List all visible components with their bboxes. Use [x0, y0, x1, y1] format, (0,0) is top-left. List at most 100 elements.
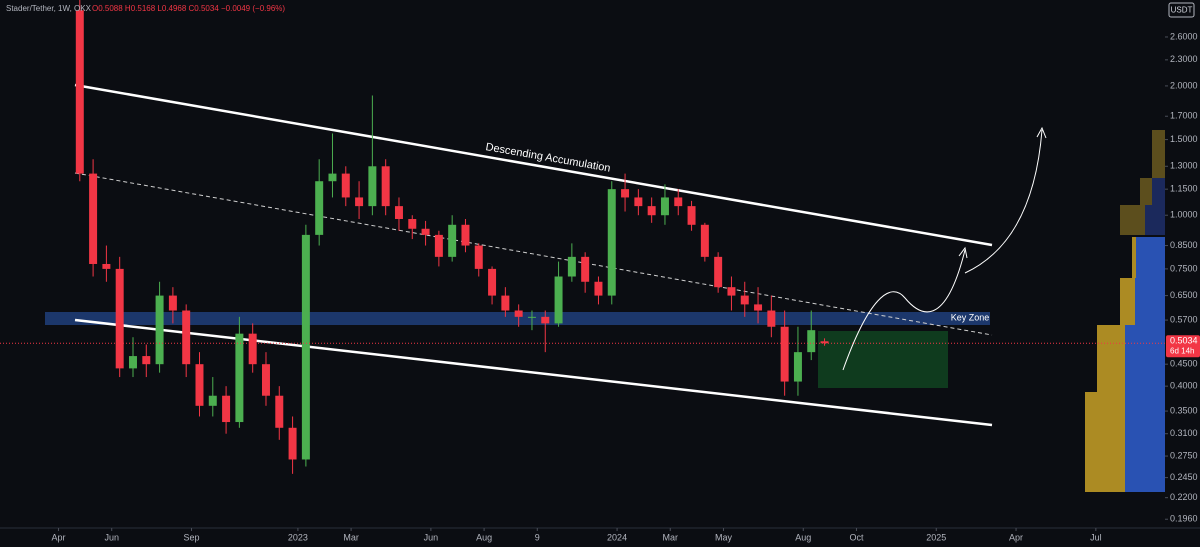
vp-bar [1140, 178, 1152, 205]
candle-body [288, 427, 297, 460]
symbol: Stader/Tether, 1W, OKX [6, 4, 92, 13]
y-tick-label: 0.3100 [1170, 428, 1198, 438]
unit-box [1168, 2, 1195, 18]
arrow-head [1036, 126, 1047, 139]
last-price-box [1166, 335, 1200, 358]
candle-body [807, 330, 816, 353]
y-tick-label: 0.2200 [1170, 492, 1198, 502]
x-tick-label: Aug [476, 532, 492, 542]
candle-body [793, 352, 802, 382]
candle-body [660, 197, 669, 216]
mid-line [74, 172, 993, 336]
candle-body [607, 189, 616, 296]
candle-body [714, 256, 723, 288]
candle-body [621, 189, 630, 198]
candle-body [754, 304, 763, 311]
candle-body [448, 224, 457, 257]
x-tick-label: Mar [343, 532, 359, 542]
vp-bar [1085, 392, 1125, 492]
ohlc: O0.5088 H0.5168 L0.4968 C0.5034 −0.0049 … [92, 4, 285, 13]
candle-body [208, 395, 217, 406]
vp-bar [1152, 178, 1165, 205]
x-tick-label: May [715, 532, 733, 542]
candle-body [75, 10, 84, 174]
countdown: 6d 14h [1170, 346, 1194, 355]
y-axis-bg [1165, 0, 1200, 528]
candle-body [155, 295, 164, 365]
candle-body [514, 310, 523, 317]
candle-body [328, 173, 337, 182]
candle-body [195, 364, 204, 406]
zone-label: Key Zone [951, 312, 990, 322]
vp-bar [1132, 237, 1136, 278]
candle-body [541, 316, 550, 324]
candle-body [594, 281, 603, 296]
candle-body [381, 166, 390, 207]
candle-body [700, 224, 709, 257]
candle-body [674, 197, 683, 207]
x-tick-label: Jul [1090, 532, 1102, 542]
candle-body [129, 356, 137, 369]
x-tick-label: Oct [849, 532, 864, 542]
candle-body [142, 356, 151, 365]
vp-bar [1120, 278, 1135, 325]
vp-bar [1097, 325, 1125, 392]
candle-body [727, 287, 736, 296]
y-tick-label: 1.0000 [1170, 210, 1198, 220]
x-tick-label: Apr [52, 532, 66, 542]
candle-body [341, 173, 350, 198]
y-tick-label: 0.6500 [1170, 290, 1198, 300]
candle-body [315, 181, 324, 235]
x-tick-label: Aug [795, 532, 811, 542]
lower-channel [74, 318, 993, 427]
y-tick-label: 1.3000 [1170, 161, 1198, 171]
y-tick-label: 0.7500 [1170, 263, 1198, 273]
candle-body [248, 333, 257, 365]
candle-body [421, 228, 430, 235]
candle-body [222, 395, 231, 423]
candle-body [261, 364, 270, 396]
y-tick-label: 0.1960 [1170, 514, 1198, 524]
last-price-label: 0.5034 [1170, 336, 1198, 346]
y-tick-label: 0.5700 [1170, 314, 1198, 324]
vp-bar [1145, 205, 1165, 235]
candle-body [488, 268, 497, 296]
candle-body [394, 206, 403, 219]
candle-body [235, 333, 244, 423]
vp-bar [1125, 392, 1165, 492]
candle-body [434, 234, 443, 257]
candle-body [461, 224, 470, 246]
y-tick-label: 0.2750 [1170, 450, 1198, 460]
vp-bar [1120, 205, 1145, 235]
y-tick-label: 1.1500 [1170, 184, 1198, 194]
unit: USDT [1171, 6, 1193, 15]
candle-body [182, 310, 191, 365]
candle-body [501, 295, 510, 311]
projection-arrow [842, 249, 966, 371]
upper-channel [74, 83, 993, 247]
y-tick-label: 2.6000 [1170, 31, 1198, 41]
target-box [818, 331, 948, 388]
x-tick-label: 2024 [607, 532, 627, 542]
x-tick-label: Jun [104, 532, 119, 542]
candle-body [275, 395, 284, 428]
candle-body [527, 316, 536, 318]
y-tick-label: 2.0000 [1170, 80, 1198, 90]
drawings [45, 83, 1165, 492]
x-tick-label: Jun [424, 532, 439, 542]
candle-body [634, 197, 643, 207]
candle-body [820, 341, 829, 344]
vp-bar [1136, 237, 1165, 278]
candle-body [474, 245, 483, 269]
y-tick-label: 1.5000 [1170, 134, 1198, 144]
vp-bar [1125, 325, 1165, 392]
candle-body [687, 206, 696, 225]
key-zone [45, 312, 990, 325]
candle-body [301, 234, 310, 460]
candle-body [581, 256, 590, 282]
candle-body [740, 295, 749, 305]
x-tick-label: Apr [1009, 532, 1023, 542]
candle-body [567, 256, 576, 277]
candle-body [168, 295, 177, 311]
